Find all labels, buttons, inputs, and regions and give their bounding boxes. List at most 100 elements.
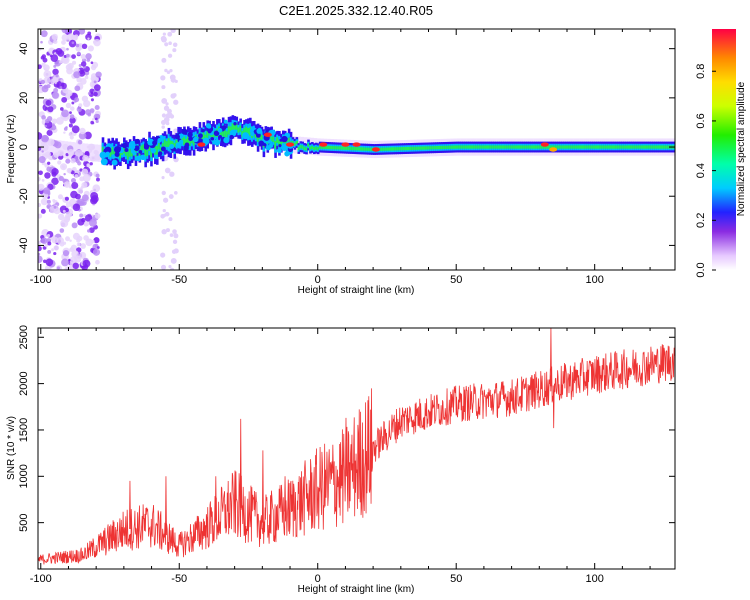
- spectrogram-noise-point: [77, 139, 83, 145]
- spectrogram-ridge-core: [225, 131, 229, 138]
- spectrogram-ridge-blob: [133, 151, 137, 156]
- spectrogram-noise-point: [46, 166, 52, 172]
- spectrogram-noise-point: [75, 158, 80, 164]
- spectrogram-noise-point: [56, 117, 64, 125]
- spectrogram-peak: [549, 147, 558, 152]
- spectrogram-noise-point: [160, 75, 166, 81]
- spectrogram-noise-point: [161, 190, 166, 196]
- spectrogram-noise-point: [68, 213, 72, 218]
- spectrogram-noise-point: [169, 171, 175, 177]
- spectrogram-ridge-core: [625, 145, 628, 149]
- snr-y-tick-label: 500: [18, 513, 30, 531]
- spectrogram-noise-point: [88, 143, 95, 151]
- spectrogram-peak: [540, 142, 549, 147]
- spectrogram-ridge-core: [594, 145, 597, 149]
- spectrogram-background-band: [61, 140, 65, 159]
- spectrogram-ridge-core: [384, 147, 388, 151]
- spectrogram-ridge-core: [305, 147, 308, 151]
- spectrogram-noise-point: [72, 262, 79, 270]
- spectrogram-background-band: [81, 143, 85, 161]
- spectrogram-noise-point: [47, 138, 55, 147]
- spectrogram-noise-point: [38, 156, 46, 164]
- spectrogram-noise-point: [51, 177, 59, 186]
- spectrogram-noise-point: [54, 141, 62, 149]
- spectrogram-ridge-core: [582, 145, 586, 149]
- spectrogram-ridge-core: [316, 147, 320, 151]
- spectrogram-noise-point: [38, 64, 42, 70]
- spectrogram-ridge-core: [629, 145, 632, 149]
- spectrogram-noise-point: [88, 227, 95, 233]
- spectrogram-ridge-core: [485, 145, 489, 149]
- spectrogram-noise-point: [65, 102, 72, 109]
- colorbar-tick-label: 0.0: [695, 262, 707, 277]
- spectrogram-y-tick-label: 20: [18, 92, 30, 104]
- spectrogram-noise-point: [90, 120, 94, 125]
- spectrogram-noise-point: [165, 121, 170, 126]
- spectrogram-noise-point: [40, 208, 46, 214]
- spectrogram-noise-point: [86, 58, 91, 62]
- spectrogram-noise-point: [81, 168, 89, 176]
- spectrogram-ridge-core: [470, 145, 473, 149]
- spectrogram-noise-point: [90, 64, 97, 71]
- spectrogram-noise-point: [85, 238, 93, 247]
- spectrogram-ridge-core: [456, 145, 460, 149]
- spectrogram-ridge-blob: [281, 144, 288, 151]
- spectrogram-ridge-blob: [242, 132, 250, 140]
- spectrogram-noise-point: [79, 127, 86, 135]
- spectrogram-ridge-blob: [256, 128, 263, 134]
- spectrogram-ridge-core: [386, 147, 390, 151]
- spectrogram-ridge-core: [297, 146, 301, 151]
- spectrogram-ridge-core: [307, 143, 310, 147]
- spectrogram-noise-point: [46, 129, 53, 136]
- colorbar-ticks: 0.0 0.2 0.4 0.6 0.8: [695, 64, 716, 278]
- spectrogram-noise-point: [57, 160, 62, 165]
- spectrogram-ridge-blob: [218, 135, 223, 139]
- spectrogram-ridge-core: [187, 136, 190, 146]
- spectrogram-noise-point: [165, 228, 170, 233]
- spectrogram-ridge-core: [427, 146, 431, 150]
- spectrogram-panel: -100 -50 0 50 100 -40 -20 0 20 40 Height of strai…: [6, 28, 676, 296]
- spectrogram-ridge-core: [328, 145, 332, 150]
- spectrogram-ridge-core: [188, 137, 192, 146]
- spectrogram-ridge-core: [413, 146, 417, 150]
- spectrogram-ridge-core: [126, 151, 130, 160]
- spectrogram-ridge-core: [665, 145, 669, 149]
- spectrogram-noise-point: [57, 49, 65, 57]
- spectrogram-noise-point: [69, 114, 75, 119]
- spectrogram-noise-point: [46, 199, 51, 204]
- spectrogram-ridge-core: [446, 145, 450, 149]
- spectrogram-noise-point: [65, 158, 71, 164]
- spectrogram-ridge-core: [454, 145, 458, 149]
- spectrogram-noise-point: [70, 190, 78, 199]
- spectrogram-noise-point: [84, 75, 89, 80]
- spectrogram-noise-point: [47, 106, 54, 113]
- spectrogram-noise-point: [61, 56, 70, 64]
- spectrogram-ridge-core: [322, 145, 326, 149]
- spectrogram-ridge-core: [663, 145, 667, 149]
- spectrogram-ridge-blob: [229, 134, 234, 140]
- spectrogram-noise-point: [84, 223, 87, 227]
- spectrogram-ridge-core: [417, 146, 421, 150]
- spectrogram-noise-point: [70, 106, 75, 111]
- spectrogram-ridge-core: [642, 145, 646, 149]
- spectrogram-ridge-core: [568, 145, 572, 149]
- spectrogram-ridge-blob: [157, 138, 162, 143]
- spectrogram-noise-point: [58, 175, 64, 182]
- spectrogram-ridge-core: [318, 145, 322, 149]
- spectrogram-noise-point: [161, 113, 167, 118]
- spectrogram-noise-point: [65, 236, 70, 242]
- spectrogram-ridge-core: [437, 145, 440, 150]
- spectrogram-ridge-core: [590, 145, 593, 149]
- spectrogram-ridge-core: [503, 145, 506, 149]
- spectrogram-noise-point: [47, 249, 52, 254]
- spectrogram-ridge-blob: [210, 136, 215, 141]
- spectrogram-ridge-blob: [205, 123, 212, 129]
- spectrogram-noise-point: [79, 176, 85, 182]
- spectrogram-ridge-core: [400, 147, 403, 151]
- spectrogram-noise-point: [81, 217, 86, 223]
- spectrogram-ridge-core: [563, 145, 566, 149]
- spectrogram-ridge-core: [617, 145, 620, 149]
- spectrogram-ridge-blob: [184, 142, 190, 148]
- spectrogram-noise-point: [55, 74, 59, 78]
